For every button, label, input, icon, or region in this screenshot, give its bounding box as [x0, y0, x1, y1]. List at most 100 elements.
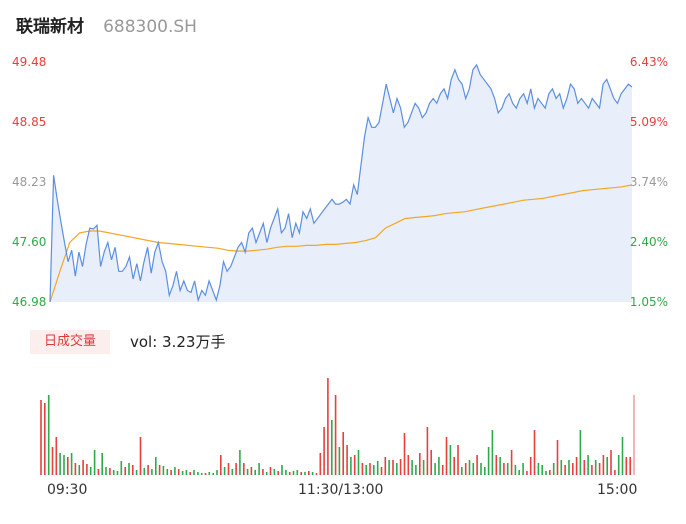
volume-bar	[495, 455, 498, 475]
volume-bar	[419, 453, 421, 475]
volume-bar	[151, 469, 153, 475]
volume-bar	[220, 455, 222, 475]
volume-bar	[411, 460, 413, 475]
volume-bar	[583, 460, 586, 475]
volume-bar	[139, 437, 142, 475]
volume-bar	[338, 447, 341, 475]
volume-bar	[484, 467, 486, 475]
volume-bar	[361, 463, 364, 475]
volume-bar	[193, 470, 195, 475]
volume-bar	[625, 457, 628, 475]
volume-bar	[556, 440, 559, 475]
volume-bar	[334, 395, 337, 475]
volume-bar	[300, 472, 302, 475]
time-tick-label: 09:30	[47, 482, 88, 498]
price-line	[49, 63, 633, 303]
volume-bar	[614, 470, 616, 475]
volume-bar	[629, 457, 631, 475]
volume-bar	[468, 460, 471, 475]
volume-bar	[231, 469, 234, 475]
volume-bar	[63, 455, 65, 475]
volume-bar	[239, 450, 241, 475]
volume-bar	[185, 470, 188, 475]
pct-tick-label: 3.74%	[629, 175, 668, 189]
volume-bar	[250, 467, 253, 475]
volume-bar	[269, 467, 272, 475]
volume-bar	[86, 464, 88, 475]
volume-bar	[109, 468, 111, 475]
volume-bar	[407, 455, 410, 475]
volume-bar	[342, 432, 344, 475]
volume-bar	[617, 455, 620, 475]
volume-bar	[67, 457, 69, 475]
volume-bar	[124, 467, 126, 475]
volume-bar	[331, 420, 333, 475]
volume-bar	[189, 472, 191, 475]
volume-bar	[93, 450, 96, 475]
volume-bar	[55, 437, 58, 475]
volume-bar	[422, 460, 425, 475]
volume-bar	[200, 473, 203, 475]
volume-bar	[227, 463, 230, 475]
volume-bar	[112, 470, 115, 475]
volume-bar	[350, 457, 352, 475]
price-tick-label: 48.23	[12, 175, 47, 189]
volume-bar	[89, 467, 92, 475]
volume-bar	[487, 447, 490, 475]
volume-bar	[132, 465, 134, 475]
volume-bar	[464, 463, 467, 475]
volume-bar	[533, 430, 536, 475]
volume-bar	[545, 471, 547, 475]
volume-bar	[518, 470, 520, 475]
volume-bar	[177, 469, 180, 475]
volume-bar	[430, 450, 432, 475]
time-tick-label: 15:00	[597, 482, 638, 498]
volume-bar	[223, 467, 226, 475]
volume-bar	[564, 465, 566, 475]
volume-bar	[128, 463, 130, 475]
volume-bar	[579, 430, 582, 475]
volume-bar	[610, 450, 612, 475]
volume-bar	[311, 472, 314, 475]
volume-bar	[457, 445, 459, 475]
volume-bar	[461, 467, 463, 475]
volume-bar	[135, 470, 138, 475]
stock-header: 联瑞新材 688300.SH	[16, 12, 197, 38]
volume-bar	[441, 465, 444, 475]
volume-bar	[197, 472, 199, 475]
volume-bar	[572, 463, 574, 475]
volume-bar	[116, 471, 119, 475]
volume-bar	[78, 465, 81, 475]
volume-bar	[633, 395, 635, 475]
volume-bar	[472, 463, 475, 475]
volume-bar	[506, 463, 509, 475]
volume-bar	[503, 463, 505, 475]
volume-bar	[529, 457, 532, 475]
volume-bar	[399, 459, 402, 475]
volume-bar	[476, 455, 478, 475]
volume-bar	[304, 472, 306, 475]
volume-bar	[369, 463, 371, 475]
volume-bar	[258, 463, 260, 475]
volume-bar	[174, 467, 176, 475]
volume-bar	[480, 463, 482, 475]
price-tick-label: 49.48	[12, 55, 47, 69]
price-area-fill	[50, 64, 632, 303]
volume-bar	[285, 470, 287, 475]
volume-bar	[606, 457, 608, 475]
price-tick-label: 46.98	[12, 295, 47, 309]
volume-bar	[243, 463, 245, 475]
volume-bar	[281, 465, 283, 475]
volume-bar	[319, 453, 322, 475]
volume-tab[interactable]: 日成交量	[30, 330, 110, 354]
volume-bar	[181, 471, 184, 475]
stock-code: 688300.SH	[103, 17, 197, 37]
volume-bar	[162, 466, 165, 475]
volume-bar	[445, 437, 448, 475]
volume-bar	[438, 457, 440, 475]
volume-bar	[552, 463, 555, 475]
volume-bar	[376, 461, 379, 475]
volume-bar	[602, 455, 605, 475]
volume-bar	[212, 473, 214, 475]
